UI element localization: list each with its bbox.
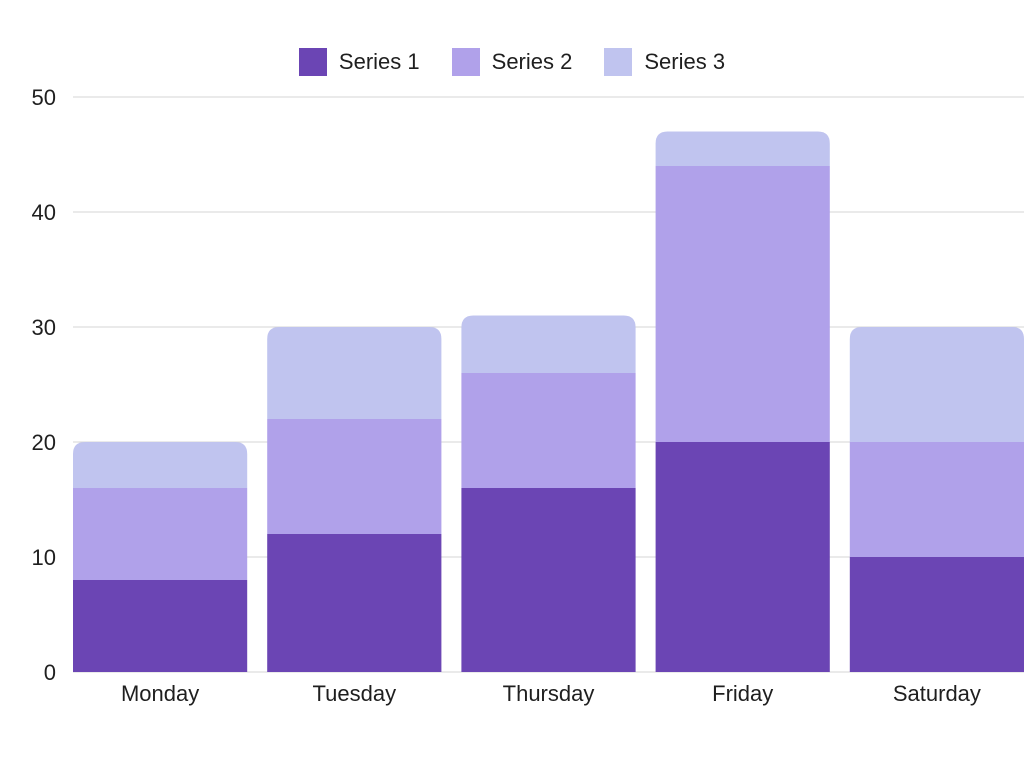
- bar-friday-series-1: [655, 442, 830, 672]
- bar-monday-series-2: [73, 488, 248, 580]
- bar-saturday-series-2: [849, 442, 1024, 557]
- legend-item-series-3: Series 3: [604, 48, 725, 76]
- legend-swatch-series-3: [604, 48, 633, 76]
- y-tick-label-50: 50: [32, 85, 56, 110]
- chart-legend: Series 1 Series 2 Series 3: [0, 48, 1024, 76]
- legend-item-series-2: Series 2: [451, 48, 573, 76]
- y-tick-label-10: 10: [32, 545, 56, 570]
- legend-swatch-series-2: [451, 48, 480, 76]
- legend-label-series-1: Series 1: [338, 49, 420, 74]
- bar-thursday-series-3: [461, 315, 636, 373]
- y-tick-label-40: 40: [32, 200, 56, 225]
- x-tick-label-thursday: Thursday: [503, 681, 595, 706]
- bar-friday-series-2: [655, 166, 830, 442]
- x-tick-label-friday: Friday: [712, 681, 773, 706]
- bar-tuesday-series-1: [267, 534, 442, 672]
- x-tick-label-monday: Monday: [121, 681, 199, 706]
- bar-thursday-series-1: [461, 488, 636, 672]
- bar-tuesday-series-3: [267, 327, 442, 419]
- legend-label-series-3: Series 3: [644, 49, 726, 74]
- bar-monday-series-1: [73, 580, 248, 672]
- y-tick-label-0: 0: [44, 660, 56, 685]
- bar-saturday-series-1: [849, 557, 1024, 672]
- bar-monday-series-3: [73, 442, 248, 488]
- legend-item-series-1: Series 1: [298, 48, 420, 76]
- bar-saturday-series-3: [849, 327, 1024, 442]
- bar-tuesday-series-2: [267, 419, 442, 534]
- x-tick-label-saturday: Saturday: [893, 681, 981, 706]
- bar-friday-series-3: [655, 131, 830, 166]
- y-tick-label-30: 30: [32, 315, 56, 340]
- y-tick-label-20: 20: [32, 430, 56, 455]
- x-tick-label-tuesday: Tuesday: [313, 681, 397, 706]
- legend-label-series-2: Series 2: [491, 49, 573, 74]
- legend-swatch-series-1: [298, 48, 327, 76]
- bar-thursday-series-2: [461, 373, 636, 488]
